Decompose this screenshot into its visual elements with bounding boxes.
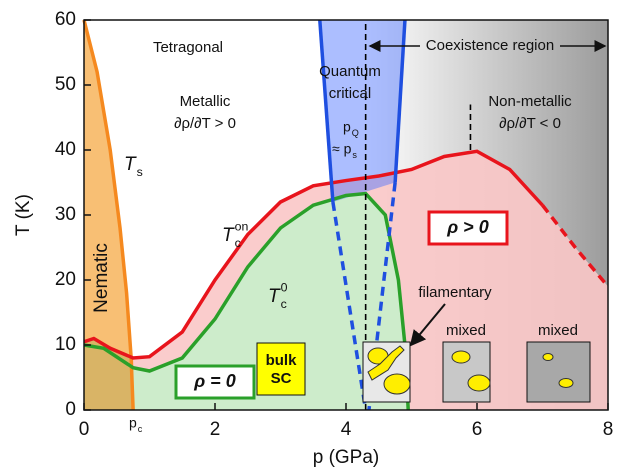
x-axis-label: p (GPa) (313, 447, 380, 468)
annotation-sub: c (138, 424, 143, 434)
annotation-sub: s (352, 150, 357, 160)
annotation: T (222, 225, 235, 246)
y-tick-label: 20 (55, 269, 76, 290)
annotation: Metallic (180, 93, 231, 110)
annotation: ∂ρ/∂T > 0 (174, 115, 236, 132)
y-tick-label: 30 (55, 204, 76, 225)
annotation: SC (271, 370, 292, 387)
annotation: ∂ρ/∂T < 0 (499, 115, 561, 132)
annotation: Non-metallic (488, 93, 572, 110)
x-tick-label: 6 (472, 419, 483, 440)
grain (468, 375, 490, 391)
x-tick-label: 2 (210, 419, 221, 440)
x-tick-label: 0 (79, 419, 90, 440)
annotation: Nematic (91, 243, 112, 313)
grain (543, 354, 553, 361)
annotation: bulk (266, 352, 297, 369)
chart: 0 2 4 6 8 0 10 20 30 40 50 60 Tetragonal Metallic ∂ρ/∂… (0, 0, 617, 472)
annotation: ρ > 0 (446, 217, 488, 237)
annotation: ρ = 0 (193, 371, 235, 391)
mixed-box (443, 342, 490, 402)
annotation: T (268, 286, 281, 307)
x-tick-label: 4 (341, 419, 352, 440)
annotation-sup: 0 (281, 281, 288, 295)
annotation-sub: c (281, 297, 287, 311)
y-tick-label: 10 (55, 334, 76, 355)
y-tick-label: 0 (65, 399, 76, 420)
annotation: mixed (538, 322, 578, 339)
x-tick-label: 8 (603, 419, 614, 440)
annotation: mixed (446, 322, 486, 339)
grain (452, 351, 470, 363)
annotation-sub: c (235, 236, 241, 250)
annotation: Coexistence region (426, 37, 554, 54)
mixed-box (527, 342, 590, 402)
annotation: critical (329, 85, 372, 102)
y-tick-label: 60 (55, 9, 76, 30)
y-tick-label: 40 (55, 139, 76, 160)
annotation: Quantum (319, 63, 381, 80)
annotation: T (124, 154, 137, 175)
annotation-sub: Q (352, 128, 359, 138)
grain (559, 379, 573, 388)
annotation: p (343, 119, 351, 135)
annotation: filamentary (418, 284, 492, 301)
y-tick-label: 50 (55, 74, 76, 95)
annotation-sub: s (137, 165, 143, 179)
annotation: Tetragonal (153, 39, 223, 56)
annotation-sup: on (235, 220, 249, 234)
annotation: p (129, 415, 137, 431)
annotation: ≈ p (332, 141, 352, 157)
y-axis-label: T (K) (13, 194, 34, 236)
